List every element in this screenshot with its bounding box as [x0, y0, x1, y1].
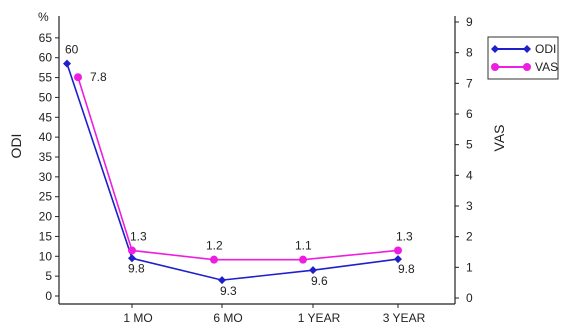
data-label-vas: 7.8 — [90, 70, 107, 84]
right-tick-label: 4 — [466, 168, 473, 182]
x-tick-label: 1 YEAR — [298, 311, 341, 324]
point-vas — [394, 246, 402, 255]
point-odi — [309, 266, 317, 275]
right-tick-label: 2 — [466, 230, 473, 244]
left-axis-title: ODI — [8, 134, 24, 159]
left-tick-label: 60 — [39, 51, 53, 65]
left-tick-label: 30 — [39, 170, 53, 184]
x-tick-label: 6 MO — [213, 311, 242, 324]
point-vas — [74, 73, 82, 82]
point-odi — [128, 254, 136, 263]
data-label-odi: 9.3 — [220, 284, 237, 298]
left-axis-ticks: 0 5 10 15 20 25 30 35 40 45 50 55 60 65 — [39, 31, 59, 303]
legend-box — [487, 36, 559, 80]
right-tick-label: 1 — [466, 260, 473, 274]
point-vas — [210, 255, 218, 264]
right-axis-ticks: 0 1 2 3 4 5 6 7 8 9 — [455, 15, 473, 305]
left-tick-label: 15 — [39, 229, 53, 243]
left-tick-label: 40 — [39, 130, 53, 144]
left-tick-label: 10 — [39, 249, 53, 263]
series-line-vas — [77, 76, 399, 261]
x-tick-label: 3 YEAR — [383, 311, 426, 324]
point-odi — [394, 255, 402, 264]
data-label-vas: 1.1 — [295, 239, 312, 253]
axes — [58, 16, 456, 305]
data-label-odi: 60 — [65, 43, 79, 57]
legend-odi-marker-left — [491, 45, 499, 53]
right-tick-label: 5 — [466, 138, 473, 152]
right-tick-label: 0 — [466, 291, 473, 305]
legend-vas-label: VAS — [535, 60, 558, 74]
x-tick-label: 1 MO — [123, 311, 152, 324]
left-tick-label: 20 — [39, 210, 53, 224]
right-axis-title: VAS — [491, 125, 507, 152]
data-label-odi: 9.6 — [311, 274, 328, 288]
left-tick-label: 0 — [45, 289, 52, 303]
legend-vas-marker-right — [523, 63, 531, 71]
right-tick-label: 6 — [466, 107, 473, 121]
data-label-vas: 1.3 — [130, 229, 147, 243]
data-label-odi: 9.8 — [128, 261, 145, 275]
left-tick-label: 55 — [39, 71, 53, 85]
left-tick-label: 35 — [39, 150, 53, 164]
left-tick-label: 45 — [39, 110, 53, 124]
legend: ODI VAS — [487, 36, 559, 80]
point-vas — [299, 255, 307, 264]
x-axis-ticks: 1 MO 6 MO 1 YEAR 3 YEAR — [123, 304, 426, 324]
left-tick-label: 50 — [39, 90, 53, 104]
left-tick-label: 65 — [39, 31, 53, 45]
data-label-odi: 9.8 — [398, 262, 415, 276]
point-odi — [218, 276, 226, 285]
right-tick-label: 7 — [466, 76, 473, 90]
data-label-vas: 1.3 — [396, 229, 413, 243]
point-odi — [63, 59, 71, 68]
right-tick-label: 8 — [466, 46, 473, 60]
series-layer: 60 9.8 9.3 9.6 9.8 7.8 1.3 1.2 1.1 1.3 — [63, 43, 415, 298]
legend-odi-marker-right — [523, 45, 531, 53]
legend-odi-label: ODI — [535, 42, 556, 56]
right-tick-label: 9 — [466, 15, 473, 29]
left-tick-label: 25 — [39, 190, 53, 204]
right-tick-label: 3 — [466, 199, 473, 213]
left-axis-unit: % — [38, 10, 49, 24]
point-vas — [128, 246, 136, 255]
left-tick-label: 5 — [45, 269, 52, 283]
legend-vas-marker-left — [491, 63, 499, 71]
series-line-odi — [66, 63, 399, 281]
data-label-vas: 1.2 — [206, 239, 223, 253]
